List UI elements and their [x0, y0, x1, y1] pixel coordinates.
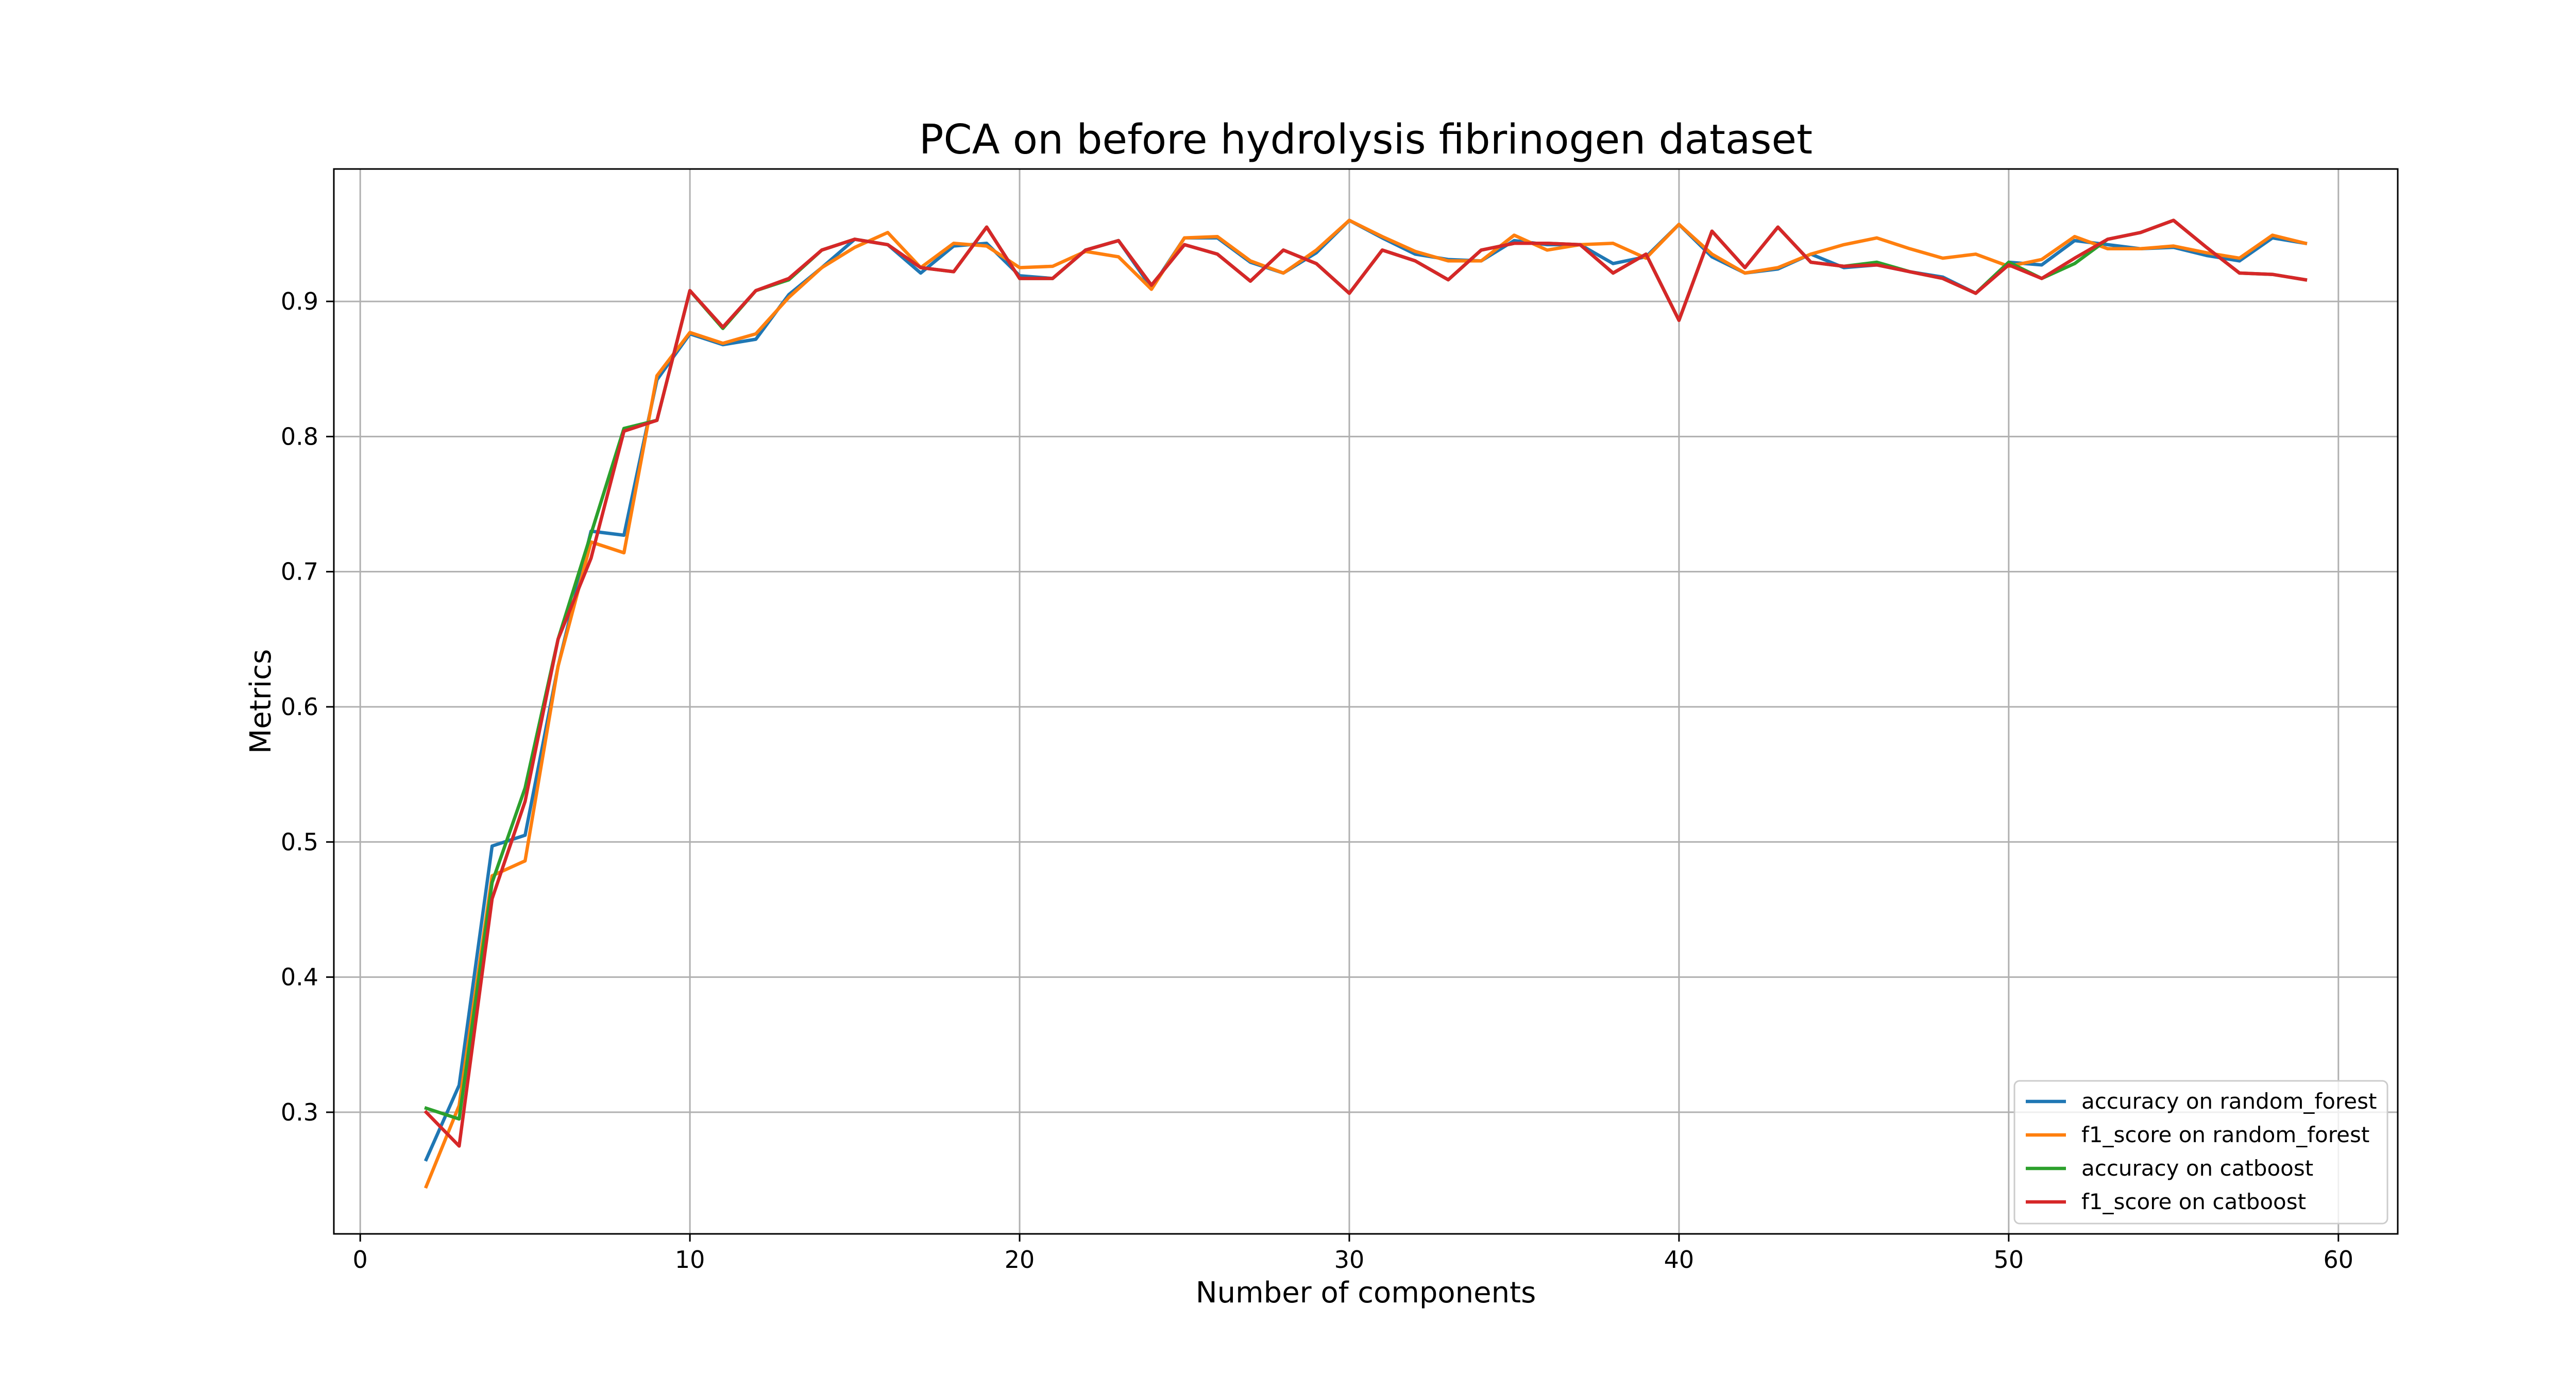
- series-line-f1-score-on-random-forest: [423, 218, 2308, 1189]
- x-tick-label: 60: [2324, 1246, 2354, 1274]
- y-tick-label: 0.7: [281, 558, 318, 586]
- series-line-f1-score-on-catboost: [423, 218, 2308, 1148]
- y-tick-label: 0.8: [281, 422, 318, 450]
- y-tick-label: 0.6: [281, 693, 318, 721]
- legend-label: f1_score on catboost: [2081, 1189, 2306, 1214]
- x-tick-label: 10: [675, 1246, 705, 1274]
- y-tick-label: 0.3: [281, 1098, 318, 1126]
- x-tick-label: 50: [1994, 1246, 2024, 1274]
- legend-label: accuracy on catboost: [2081, 1156, 2313, 1181]
- y-axis-ticks: 0.3 0.4 0.5 0.6 0.7 0.8 0.9: [281, 287, 334, 1126]
- x-tick-label: 0: [353, 1246, 368, 1274]
- legend-box: [2013, 1080, 2388, 1225]
- y-tick-label: 0.5: [281, 828, 318, 856]
- chart-title: PCA on before hydrolysis fibrinogen data…: [919, 116, 1812, 163]
- legend-label: f1_score on random_forest: [2081, 1122, 2369, 1147]
- x-axis-ticks: 0 10 20 30 40 50 60: [353, 1234, 2354, 1274]
- x-axis-label: Number of components: [1196, 1276, 1536, 1310]
- y-tick-label: 0.4: [281, 963, 318, 991]
- legend: accuracy on random_forest f1_score on ran…: [2013, 1080, 2388, 1225]
- y-axis-label: Metrics: [244, 649, 278, 754]
- y-tick-label: 0.9: [281, 287, 318, 315]
- plot-frame: [333, 168, 2399, 1235]
- series-layer: [423, 218, 2308, 1189]
- x-tick-label: 20: [1005, 1246, 1035, 1274]
- x-tick-label: 30: [1334, 1246, 1365, 1274]
- x-tick-label: 40: [1664, 1246, 1694, 1274]
- grid: [334, 169, 2398, 1234]
- legend-label: accuracy on random_forest: [2081, 1089, 2377, 1114]
